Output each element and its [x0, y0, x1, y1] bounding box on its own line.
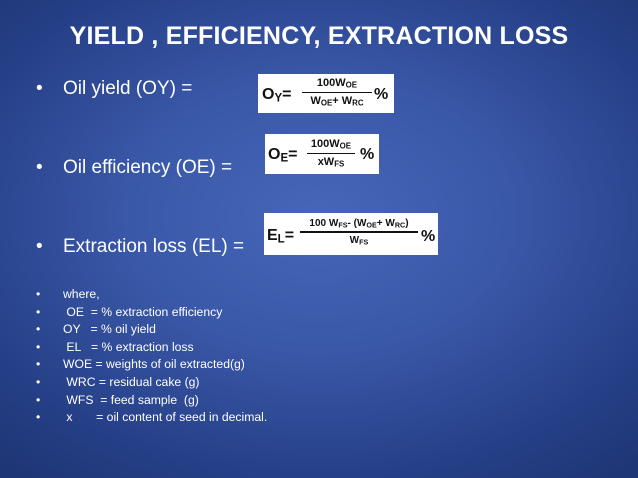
- formula-fraction: 100 WFS- (WOE+ WRC) WFS: [300, 218, 418, 246]
- formula-oil-efficiency: OE= 100WOE xWFS %: [265, 134, 379, 174]
- formula-fraction: 100WOE xWFS: [307, 138, 355, 169]
- fraction-bar: [307, 152, 355, 155]
- definition-item: • WOE = weights of oil extracted(g): [36, 357, 245, 372]
- formula-oil-yield: OY= 100WOE WOE+ WRC %: [258, 74, 394, 113]
- bullet-dot: •: [36, 78, 43, 99]
- definition-item: • OE = % extraction efficiency: [36, 304, 223, 319]
- formula-lhs: EL=: [267, 227, 295, 246]
- formula-extraction-loss: EL= 100 WFS- (WOE+ WRC) WFS %: [264, 213, 438, 255]
- bullet-label: Oil efficiency (OE) =: [63, 157, 233, 178]
- formula-percent: %: [360, 146, 375, 163]
- bullet-dot: •: [36, 236, 43, 257]
- fraction-numerator: 100WOE: [310, 138, 352, 151]
- bullet-label: Oil yield (OY) =: [63, 78, 193, 99]
- formula-lhs: OY=: [262, 86, 292, 105]
- bullet-extraction-loss: • Extraction loss (EL) =: [36, 236, 244, 258]
- formula-percent: %: [374, 86, 389, 103]
- fraction-numerator: 100WOE: [316, 77, 358, 90]
- formula-percent: %: [421, 228, 436, 245]
- definition-item: • x = oil content of seed in decimal.: [36, 410, 268, 425]
- fraction-bar: [300, 231, 418, 233]
- definition-item: • WRC = residual cake (g): [36, 374, 200, 389]
- definition-item: • where,: [36, 287, 100, 301]
- definition-item: • WFS = feed sample (g): [36, 392, 199, 407]
- bullet-dot: •: [36, 157, 43, 178]
- bullet-oil-yield: • Oil yield (OY) =: [36, 78, 192, 100]
- formula-lhs: OE=: [268, 146, 298, 165]
- fraction-denominator: WFS: [349, 234, 369, 247]
- fraction-denominator: WOE+ WRC: [310, 95, 364, 108]
- bullet-oil-efficiency: • Oil efficiency (OE) =: [36, 157, 232, 179]
- definition-item: • EL = % extraction loss: [36, 339, 194, 354]
- fraction-bar: [302, 91, 372, 94]
- fraction-denominator: xWFS: [317, 156, 345, 169]
- formula-fraction: 100WOE WOE+ WRC: [302, 77, 372, 108]
- definitions-list: • where, • OE = % extraction efficiency •…: [36, 286, 267, 427]
- fraction-numerator: 100 WFS- (WOE+ WRC): [309, 218, 409, 230]
- bullet-label: Extraction loss (EL) =: [63, 236, 245, 257]
- definition-item: • OY = % oil yield: [36, 322, 156, 337]
- slide-title: YIELD , EFFICIENCY, EXTRACTION LOSS: [69, 22, 569, 50]
